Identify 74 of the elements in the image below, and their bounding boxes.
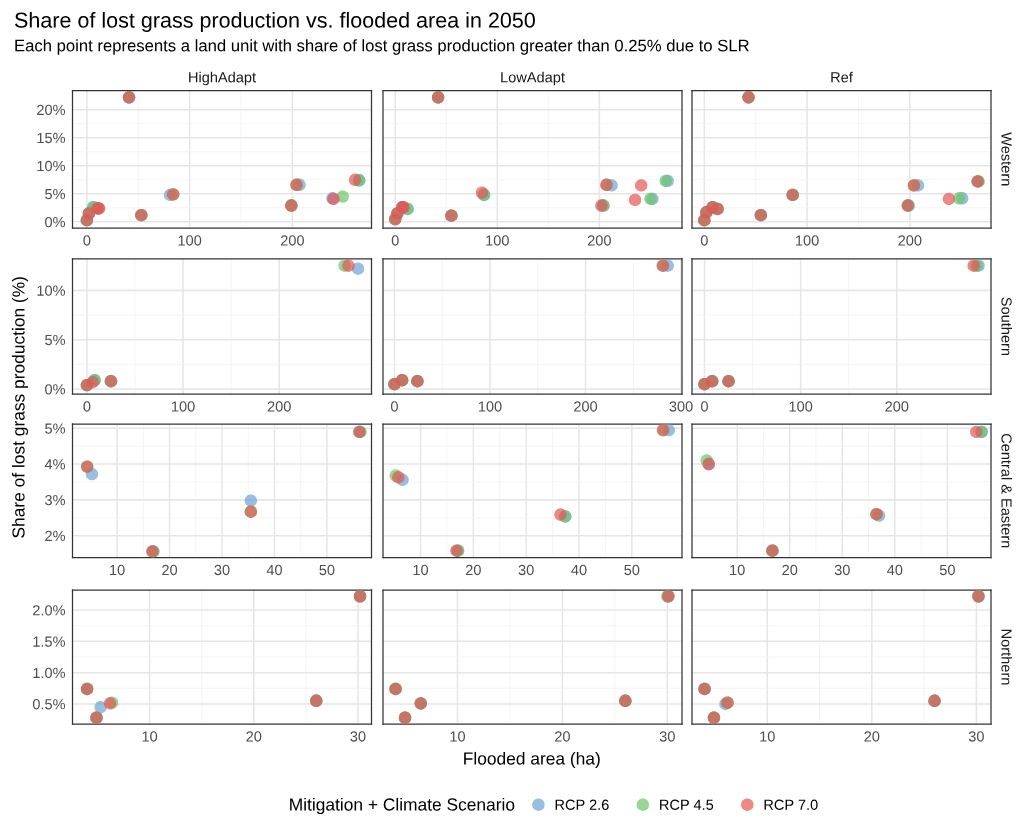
x-tick-label: 50: [939, 564, 955, 576]
y2-axis-title: Central & Eastern: [1001, 433, 1013, 548]
x-tick-label: 10: [142, 731, 158, 742]
x-tick-label: 0: [700, 235, 708, 246]
x-tick-label: 0: [391, 235, 399, 246]
x-tick-label: 20: [555, 731, 570, 742]
y2-axis-title: Western: [1001, 132, 1012, 186]
y-tick-label: 20%: [37, 104, 66, 116]
x-tick-label: 30: [834, 564, 850, 576]
x-tick-label: 20: [465, 564, 481, 576]
x-tick-label: 50: [624, 564, 640, 576]
x-tick-label: 10: [730, 564, 745, 576]
x-tick-label: 30: [214, 564, 230, 576]
y-tick-label: 5%: [45, 334, 66, 346]
x-tick-label: 100: [178, 235, 202, 246]
y-axis-title: Share of lost grass production (%): [11, 277, 29, 538]
text: Each point represents a land unit with share of lost grass production greater than 0.25% due to SLR: [15, 39, 749, 55]
x-tick-label: 10: [110, 564, 125, 576]
x-tick-label: 200: [898, 235, 922, 246]
x-tick-label: 200: [267, 401, 291, 412]
y2-axis-title: Northern: [1001, 629, 1013, 685]
chart-title: Ref: [831, 71, 853, 83]
y2-axis-title: Southern: [1001, 297, 1013, 356]
x-tick-label: 30: [659, 731, 675, 742]
x-axis-title: Flooded area (ha): [464, 751, 600, 769]
y-tick-label: 0%: [45, 216, 66, 228]
y-tick-label: 5%: [45, 188, 66, 200]
x-tick-label: 50: [319, 564, 335, 576]
y-tick-label: 1.5%: [33, 636, 66, 647]
y-tick-label: 0.5%: [32, 699, 66, 710]
x-tick-label: 40: [571, 564, 587, 576]
x-tick-label: 40: [887, 564, 903, 576]
chart-title: LowAdapt: [501, 71, 565, 86]
chart-title: HighAdapt: [189, 71, 256, 86]
x-tick-label: 20: [864, 731, 880, 742]
y-tick-label: 15%: [37, 132, 66, 144]
y-tick-label: 3%: [45, 494, 66, 506]
x-tick-label: 10: [413, 564, 429, 576]
x-tick-label: 300: [669, 401, 693, 412]
x-tick-label: 100: [486, 235, 509, 246]
x-tick-label: 10: [760, 731, 775, 742]
x-tick-label: 100: [478, 401, 502, 412]
x-tick-label: 200: [885, 401, 909, 412]
x-tick-label: 20: [782, 564, 798, 576]
x-tick-label: 10: [450, 731, 466, 742]
x-tick-label: 200: [587, 235, 611, 246]
legend-label: RCP 4.5: [660, 799, 714, 810]
x-tick-label: 100: [789, 401, 813, 412]
x-tick-label: 20: [162, 564, 178, 576]
x-tick-label: 0: [390, 401, 398, 412]
x-tick-label: 100: [796, 235, 819, 246]
x-tick-label: 200: [280, 235, 304, 246]
legend-label: RCP 2.6: [555, 799, 609, 810]
y-tick-label: 10%: [37, 160, 66, 172]
x-tick-label: 30: [350, 731, 366, 742]
y-tick-label: 2.0%: [33, 605, 66, 616]
y-tick-label: 2%: [45, 530, 66, 542]
x-tick-label: 40: [266, 564, 282, 576]
x-tick-label: 0: [83, 235, 91, 246]
y-tick-label: 0%: [45, 384, 66, 395]
y-tick-label: 4%: [44, 459, 66, 470]
y-tick-label: 5%: [45, 423, 66, 434]
legend-label: RCP 7.0: [764, 799, 818, 810]
x-tick-label: 30: [968, 731, 984, 742]
x-tick-label: 30: [518, 564, 534, 576]
x-tick-label: 20: [246, 731, 262, 742]
x-tick-label: 100: [172, 401, 195, 412]
x-tick-label: 200: [574, 401, 598, 412]
legend-title: Mitigation + Climate Scenario: [290, 797, 515, 815]
y-tick-label: 10%: [37, 285, 66, 296]
x-tick-label: 0: [83, 401, 91, 412]
y-tick-label: 1.0%: [33, 667, 66, 679]
x-tick-label: 0: [701, 401, 708, 412]
text: Share of lost grass production vs. flooded area in 2050: [14, 11, 535, 33]
